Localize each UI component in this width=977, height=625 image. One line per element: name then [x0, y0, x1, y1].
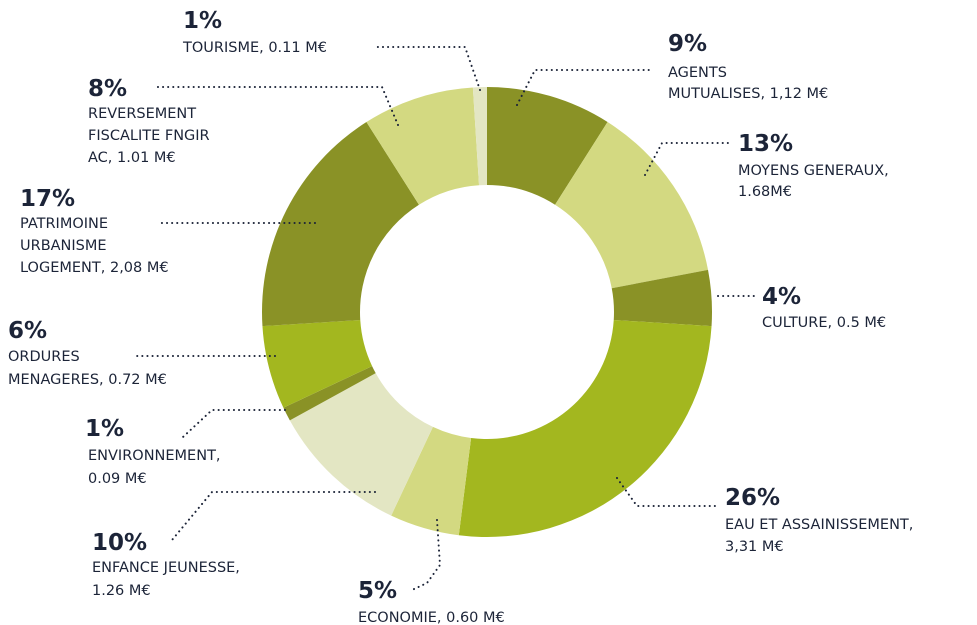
donut-slice	[487, 87, 608, 205]
value-label: 13%	[738, 131, 793, 157]
value-label: 10%	[92, 530, 147, 556]
value-label: 1%	[85, 416, 124, 442]
category-label: TOURISME, 0.11 M€	[182, 40, 327, 56]
leader-line	[154, 86, 399, 126]
value-label: 5%	[358, 578, 397, 604]
value-label: 1%	[183, 8, 222, 34]
category-label: ECONOMIE, 0.60 M€	[358, 610, 505, 625]
category-label: ORDURES	[8, 349, 80, 365]
value-label: 8%	[88, 76, 127, 102]
category-label: 3,31 M€	[725, 539, 784, 555]
leader-line	[644, 142, 731, 176]
category-label: 0.09 M€	[88, 471, 147, 487]
value-label: 17%	[20, 186, 75, 212]
leader-line	[171, 491, 376, 541]
category-label: MOYENS GENERAUX,	[738, 163, 889, 179]
donut-slice	[472, 87, 487, 186]
donut-slice	[391, 426, 472, 536]
category-label: MENAGERES, 0.72 M€	[8, 372, 167, 388]
category-label: URBANISME	[20, 238, 107, 254]
category-label: AGENTS	[668, 65, 727, 81]
category-label: PATRIMOINE	[20, 216, 108, 232]
value-label: 9%	[668, 31, 707, 57]
category-label: MUTUALISES, 1,12 M€	[668, 86, 828, 102]
leader-line	[411, 519, 442, 591]
category-label: REVERSEMENT	[88, 106, 196, 122]
donut-slice	[283, 366, 376, 421]
donut-slice	[366, 87, 480, 205]
category-label: ENFANCE JEUNESSE,	[92, 560, 240, 576]
leader-line	[182, 409, 286, 438]
donut-slice	[611, 269, 712, 327]
value-label: 6%	[8, 318, 47, 344]
leader-line	[616, 477, 716, 507]
donut-slice	[458, 319, 712, 537]
category-label: ENVIRONNEMENT,	[88, 448, 221, 464]
category-label: 1.68M€	[738, 184, 792, 200]
value-label: 26%	[725, 485, 780, 511]
category-label: 1.26 M€	[92, 583, 151, 599]
donut-slice	[262, 122, 419, 327]
donut-slice	[262, 319, 373, 408]
category-label: CULTURE, 0.5 M€	[762, 315, 886, 331]
leader-line	[516, 69, 653, 106]
donut-slice	[555, 122, 709, 289]
category-label: AC, 1.01 M€	[88, 150, 176, 166]
value-label: 4%	[762, 284, 801, 310]
leader-line	[374, 46, 481, 91]
category-label: EAU ET ASSAINISSEMENT,	[725, 517, 913, 533]
category-label: FISCALITE FNGIR	[88, 128, 210, 144]
category-label: LOGEMENT, 2,08 M€	[20, 260, 169, 276]
donut-slice	[289, 373, 433, 516]
